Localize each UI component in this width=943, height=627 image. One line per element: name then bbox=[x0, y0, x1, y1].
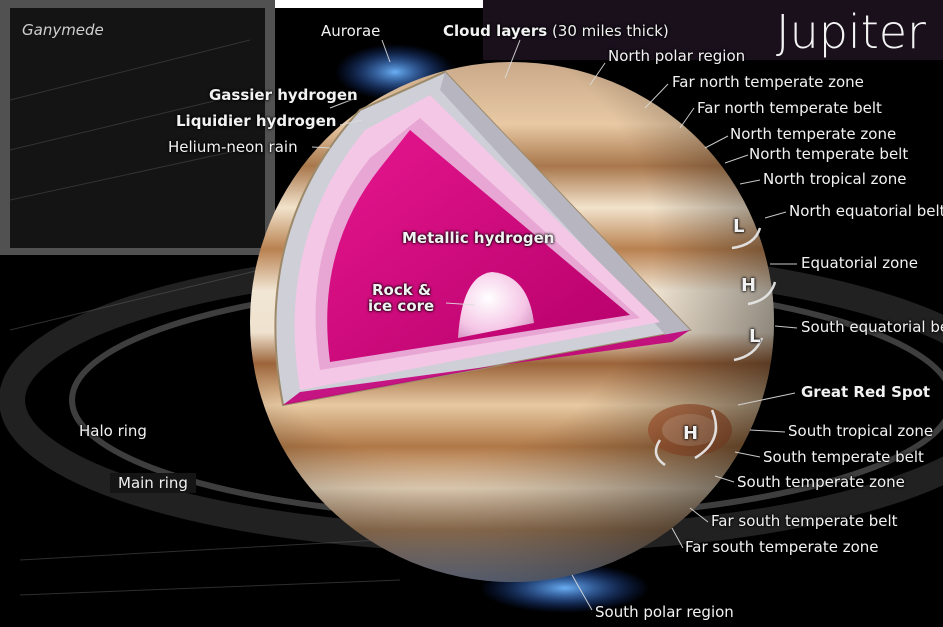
far-north-temperate-zone-label: Far north temperate zone bbox=[672, 73, 864, 91]
south-tropical-zone-label: South tropical zone bbox=[788, 422, 934, 440]
equatorial-zone-label: Equatorial zone bbox=[801, 254, 919, 272]
core-label-line2: ice core bbox=[368, 297, 435, 315]
south-polar-region-label: South polar region bbox=[595, 603, 734, 621]
south-temperate-belt-label: South temperate belt bbox=[763, 448, 924, 466]
leader-lines bbox=[311, 39, 798, 611]
far-south-temperate-belt-label: Far south temperate belt bbox=[711, 512, 898, 530]
gassier-hydrogen-label: Gassier hydrogen bbox=[209, 86, 358, 104]
liquidier-hydrogen-label: Liquidier hydrogen bbox=[176, 112, 337, 130]
north-equatorial-belt-label: North equatorial belt bbox=[789, 202, 943, 220]
aurorae-label: Aurorae bbox=[321, 22, 381, 40]
ganymede-label: Ganymede bbox=[22, 21, 104, 39]
cloud-layers-thickness: (30 miles thick) bbox=[547, 22, 669, 40]
vortex-marker-l-2: L bbox=[749, 326, 761, 347]
halo-ring-label: Halo ring bbox=[79, 422, 147, 440]
helium-neon-rain-label: Helium-neon rain bbox=[168, 138, 298, 156]
cloud-layers-bold: Cloud layers bbox=[443, 22, 548, 40]
south-equatorial-belt-label: South equatorial belt bbox=[801, 318, 943, 336]
north-temperate-belt-label: North temperate belt bbox=[749, 145, 909, 163]
north-temperate-zone-label: North temperate zone bbox=[730, 125, 897, 143]
interior-cutaway bbox=[274, 70, 692, 407]
north-tropical-zone-label: North tropical zone bbox=[763, 170, 907, 188]
core-label-line1: Rock & bbox=[372, 281, 432, 299]
vortex-marker-h-1: H bbox=[741, 275, 757, 296]
vortex-marker-h-2: H bbox=[683, 423, 699, 444]
vortex-marker-l-1: L bbox=[733, 216, 745, 237]
far-north-temperate-belt-label: Far north temperate belt bbox=[697, 99, 882, 117]
south-temperate-zone-label: South temperate zone bbox=[737, 473, 905, 491]
cloud-layers-label: Cloud layers (30 miles thick) bbox=[443, 22, 669, 40]
north-polar-region-label: North polar region bbox=[608, 47, 746, 65]
core-shape bbox=[458, 272, 534, 338]
vortex-arrows bbox=[654, 227, 777, 467]
diagram-title: Jupiter bbox=[776, 5, 926, 59]
main-ring-label: Main ring bbox=[110, 473, 196, 493]
great-red-spot-label: Great Red Spot bbox=[801, 383, 931, 401]
far-south-temperate-zone-label: Far south temperate zone bbox=[685, 538, 879, 556]
metallic-hydrogen-label: Metallic hydrogen bbox=[402, 229, 555, 247]
